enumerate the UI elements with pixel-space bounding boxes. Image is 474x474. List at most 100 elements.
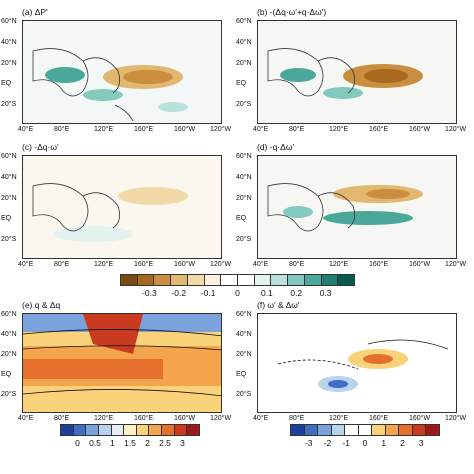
colorbar-tick-label: 1.5 (124, 438, 136, 448)
colorbar-swatch (331, 425, 346, 435)
lat-tick-label: 20°S (236, 391, 252, 398)
colorbar-swatch (124, 425, 137, 435)
lon-tick-label: 160°W (174, 261, 196, 268)
lon-tick-label: 120°E (94, 126, 114, 133)
lon-tick-label: 160°W (409, 126, 431, 133)
map-panel-e (22, 313, 222, 413)
colorbar-tick-label: 0.1 (260, 288, 273, 298)
lat-tick-label: 20°S (236, 101, 252, 109)
lon-tick-label: 40°E (253, 261, 269, 268)
lat-tick-label: EQ (1, 371, 12, 378)
colorbar-swatch (149, 425, 163, 435)
colorbar-swatch (338, 275, 355, 285)
colorbar-swatch (271, 275, 289, 285)
panel-label: (c) -Δq·ω' (22, 142, 59, 152)
map-panel-a (22, 20, 222, 124)
colorbar-swatch (171, 275, 188, 285)
colorbar-swatch (204, 275, 222, 285)
panel-label: (b) -(Δq·ω'+q·Δω') (257, 7, 327, 17)
lat-tick-label: EQ (236, 371, 247, 378)
colorbar-tick-label: 1 (110, 438, 115, 448)
colorbar-shared (120, 274, 355, 286)
colorbar-swatch (136, 425, 150, 435)
colorbar-swatch (221, 275, 239, 285)
colorbar-tick-label: 0.2 (290, 288, 303, 298)
colorbar-swatch (385, 425, 400, 435)
lat-tick-label: 20°N (236, 194, 252, 202)
lat-tick-label: 60°N (1, 311, 17, 318)
field-map-f (258, 314, 456, 412)
lat-tick-label: 60°N (1, 153, 17, 161)
colorbar-swatch (304, 425, 319, 435)
lon-tick-label: 160°E (369, 126, 389, 133)
lon-tick-label: 40°E (253, 126, 269, 133)
lat-tick-label: 20°S (1, 391, 17, 398)
colorbar-tick-label: 1 (381, 438, 387, 448)
colorbar-swatch (174, 425, 188, 435)
field-map-b (258, 21, 456, 123)
lat-tick-label: 60°N (1, 18, 17, 26)
lon-tick-label: 120°W (210, 261, 232, 268)
field-map-e (23, 314, 221, 412)
lon-tick-label: 160°E (134, 126, 154, 133)
colorbar-tick-label: 2 (400, 438, 405, 448)
lon-tick-label: 120°W (210, 415, 232, 422)
lon-tick-label: 80°E (54, 261, 70, 268)
panel-label: (a) ΔP' (22, 7, 48, 17)
colorbar-swatch (321, 275, 339, 285)
colorbar-tick-label: 3 (418, 438, 424, 448)
lon-tick-label: 80°E (289, 126, 305, 133)
field-map-c (23, 156, 221, 258)
colorbar-swatch (345, 425, 359, 435)
lat-tick-label: 40°N (1, 38, 17, 46)
colorbar-e (60, 424, 200, 436)
field-map-d (258, 156, 456, 258)
lat-tick-label: 20°N (1, 194, 17, 202)
map-panel-b (257, 20, 457, 124)
lon-tick-label: 160°W (174, 415, 196, 422)
lat-tick-label: EQ (236, 80, 247, 88)
lon-tick-label: 120°W (445, 415, 467, 422)
lat-tick-label: 40°N (1, 331, 17, 338)
colorbar-swatch (111, 425, 125, 435)
colorbar-tick-label: 2.5 (159, 438, 171, 448)
colorbar-swatch (358, 425, 373, 435)
colorbar-swatch (187, 425, 200, 435)
colorbar-swatch (187, 275, 205, 285)
map-panel-d (257, 155, 457, 259)
lat-tick-label: 60°N (236, 153, 252, 161)
colorbar-swatch (162, 425, 175, 435)
colorbar-tick-label: 0 (235, 288, 240, 298)
colorbar-tick-label: -2 (323, 438, 332, 448)
lon-tick-label: 160°E (134, 415, 154, 422)
colorbar-tick-label: -1 (342, 438, 351, 448)
lat-tick-label: 20°N (1, 59, 17, 67)
colorbar-swatch (254, 275, 272, 285)
lon-tick-label: 120°W (445, 261, 467, 268)
lat-tick-label: 40°N (236, 173, 252, 181)
lat-tick-label: EQ (236, 215, 247, 223)
colorbar-swatch (412, 425, 427, 435)
lon-tick-label: 160°E (134, 261, 154, 268)
lon-tick-label: 160°E (369, 415, 389, 422)
colorbar-swatch (318, 425, 332, 435)
colorbar-swatch (399, 425, 413, 435)
lon-tick-label: 120°W (210, 126, 232, 133)
lat-tick-label: 20°N (236, 59, 252, 67)
lon-tick-label: 80°E (54, 415, 70, 422)
colorbar-swatch (238, 275, 255, 285)
lon-tick-label: 80°E (54, 126, 70, 133)
map-panel-f (257, 313, 457, 413)
colorbar-swatch (426, 425, 440, 435)
colorbar-tick-label: -0.2 (171, 288, 187, 298)
lat-tick-label: 20°N (236, 351, 252, 358)
colorbar-swatch (61, 425, 74, 435)
lon-tick-label: 160°W (409, 415, 431, 422)
colorbar-tick-label: 0.3 (319, 288, 332, 298)
colorbar-swatch (154, 275, 172, 285)
colorbar-tick-label: -3 (304, 438, 313, 448)
colorbar-swatch (121, 275, 138, 285)
lon-tick-label: 120°E (94, 261, 114, 268)
colorbar-swatch (137, 275, 155, 285)
panel-label: (f) ω' & Δω' (257, 300, 300, 310)
